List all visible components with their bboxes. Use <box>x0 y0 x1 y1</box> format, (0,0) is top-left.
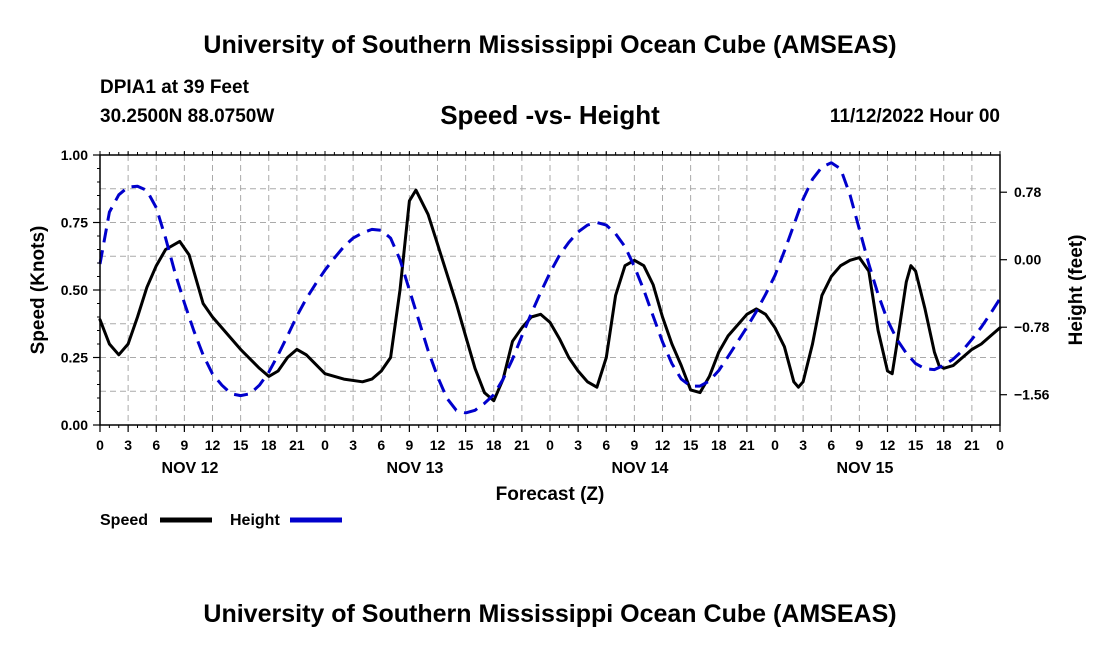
x-tick-label: 15 <box>683 437 699 453</box>
y-tick-label: 0.00 <box>61 417 88 433</box>
day-label: NOV 13 <box>387 460 444 477</box>
x-tick-label: 3 <box>574 437 582 453</box>
y2-tick-label: 0.78 <box>1014 184 1041 200</box>
x-tick-label: 12 <box>205 437 221 453</box>
day-label: NOV 15 <box>837 460 894 477</box>
series-group <box>98 161 1002 415</box>
forecast-datetime: 11/12/2022 Hour 00 <box>829 106 1000 127</box>
x-tick-label: 6 <box>602 437 610 453</box>
x-tick-label: 0 <box>546 437 554 453</box>
x-tick-label: 0 <box>96 437 104 453</box>
y2-tick-label: −1.56 <box>1014 387 1050 403</box>
x-tick-label: 6 <box>377 437 385 453</box>
x-tick-label: 0 <box>771 437 779 453</box>
x-tick-label: 12 <box>655 437 671 453</box>
x-tick-label: 3 <box>349 437 357 453</box>
x-tick-label: 21 <box>289 437 305 453</box>
y2-tick-label: −0.78 <box>1014 319 1050 335</box>
legend: Speed Height <box>100 512 342 529</box>
x-tick-label: 15 <box>458 437 474 453</box>
y-tick-label: 0.25 <box>61 350 88 366</box>
footer-title: University of Southern Mississippi Ocean… <box>203 600 897 628</box>
x-tick-label: 12 <box>430 437 446 453</box>
x-tick-label: 18 <box>486 437 502 453</box>
x-tick-label: 18 <box>261 437 277 453</box>
y-axis-title: Speed (Knots) <box>28 226 49 355</box>
grid <box>100 155 1000 425</box>
y2-tick-label: 0.00 <box>1014 252 1041 268</box>
x-tick-label: 0 <box>996 437 1004 453</box>
x-tick-label: 21 <box>514 437 530 453</box>
x-tick-label: 3 <box>799 437 807 453</box>
y2-axis-title: Height (feet) <box>1066 235 1087 346</box>
x-tick-label: 21 <box>739 437 755 453</box>
chart-title: University of Southern Mississippi Ocean… <box>203 31 897 59</box>
x-tick-label: 6 <box>152 437 160 453</box>
chart-subtitle: Speed -vs- Height <box>440 100 660 130</box>
y-tick-label: 0.50 <box>61 282 88 298</box>
x-axis-title: Forecast (Z) <box>496 484 605 505</box>
x-tick-label: 9 <box>855 437 863 453</box>
x-tick-label: 18 <box>711 437 727 453</box>
x-tick-label: 6 <box>827 437 835 453</box>
legend-speed-label: Speed <box>100 512 148 529</box>
day-label: NOV 12 <box>162 460 219 477</box>
x-tick-label: 0 <box>321 437 329 453</box>
x-tick-label: 12 <box>880 437 896 453</box>
legend-height-label: Height <box>230 512 280 529</box>
x-tick-label: 9 <box>630 437 638 453</box>
coordinates-label: 30.2500N 88.0750W <box>100 106 275 127</box>
speed-series-line <box>98 188 1002 403</box>
axes: 0 3 6 9 12 15 18 21 0 3 6 9 12 15 18 21 0 3 6 9 12 15 18 21 0 3 6 9… <box>61 147 1050 477</box>
x-tick-label: 15 <box>908 437 924 453</box>
x-tick-label: 18 <box>936 437 952 453</box>
x-tick-label: 3 <box>124 437 132 453</box>
height-series-line <box>98 161 1002 415</box>
station-label: DPIA1 at 39 Feet <box>100 77 249 98</box>
x-tick-label: 21 <box>964 437 980 453</box>
day-label: NOV 14 <box>612 460 669 477</box>
y-tick-label: 0.75 <box>61 215 88 231</box>
y-tick-label: 1.00 <box>61 147 88 163</box>
x-tick-label: 9 <box>405 437 413 453</box>
x-tick-label: 15 <box>233 437 249 453</box>
x-tick-label: 9 <box>180 437 188 453</box>
